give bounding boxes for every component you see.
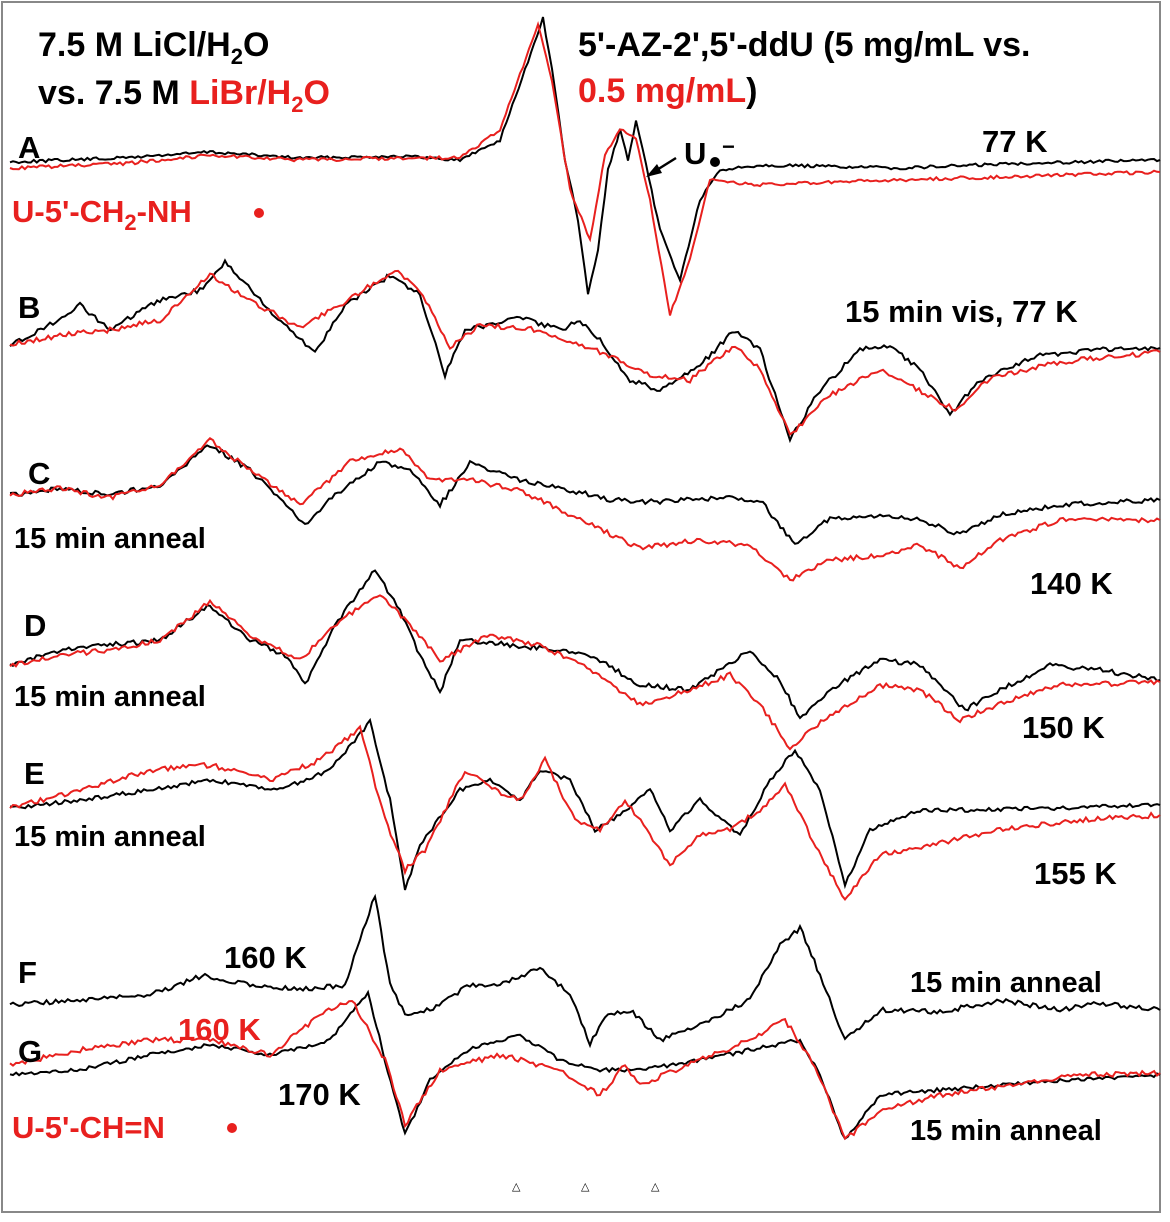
trace-e-red [9, 724, 1161, 901]
panel-label-e: E [24, 756, 45, 791]
panel-label-c: C [28, 456, 50, 491]
panel-label-d: D [24, 608, 46, 643]
panel-g-temperature: 170 K [278, 1077, 361, 1112]
marker-3: △ [651, 1181, 660, 1193]
trace-d-red [9, 594, 1161, 751]
panel-c-anneal: 15 min anneal [14, 523, 206, 555]
trace-g-red [9, 999, 1161, 1141]
panel-label-g: G [18, 1034, 42, 1069]
trace-f-black [9, 893, 1161, 1049]
trace-e-black [9, 717, 1161, 891]
panel-g-anneal: 15 min anneal [910, 1115, 1102, 1147]
panel-f-anneal: 15 min anneal [910, 967, 1102, 999]
aminyl-radical-dot [254, 208, 264, 218]
header-left-line2: vs. 7.5 M LiBr/H2O [38, 74, 330, 117]
radical-anion-charge: − [722, 134, 735, 159]
radical-anion-arrow [646, 156, 677, 177]
panel-e-temperature: 155 K [1034, 856, 1117, 891]
panel-label-a: A [18, 130, 40, 165]
marker-2: △ [581, 1181, 590, 1193]
trace-b-black [9, 258, 1161, 444]
trace-g-black [9, 989, 1161, 1141]
panel-b-condition: 15 min vis, 77 K [845, 294, 1078, 329]
panel-f-temperature: 160 K [224, 940, 307, 975]
panel-c-temperature: 140 K [1030, 566, 1113, 601]
panel-e-anneal: 15 min anneal [14, 821, 206, 853]
header-left-line1: 7.5 M LiCl/H2O [38, 26, 269, 69]
spectra-curves [9, 16, 1161, 1141]
trace-a-black [9, 16, 1161, 295]
panel-g-red-temperature: 160 K [178, 1012, 261, 1047]
trace-a-red [9, 20, 1161, 316]
radical-anion-dot [710, 157, 720, 167]
panel-d-temperature: 150 K [1022, 710, 1105, 745]
panel-label-b: B [18, 290, 40, 325]
iminyl-radical-label: U-5'-CH=N [12, 1110, 165, 1145]
trace-b-red [9, 269, 1161, 437]
panel-a-temperature: 77 K [982, 124, 1048, 159]
aminyl-radical-label: U-5'-CH2-NH [12, 194, 192, 235]
header-right-line1: 5'-AZ-2',5'-ddU (5 mg/mL vs. [578, 26, 1030, 64]
iminyl-radical-dot [227, 1123, 237, 1133]
panel-label-f: F [18, 955, 37, 990]
trace-c-red [9, 437, 1161, 582]
marker-1: △ [512, 1181, 521, 1193]
panel-d-anneal: 15 min anneal [14, 681, 206, 713]
trace-c-black [9, 444, 1161, 545]
header-right-line2: 0.5 mg/mL) [578, 72, 758, 110]
radical-anion-label: U [684, 136, 706, 171]
